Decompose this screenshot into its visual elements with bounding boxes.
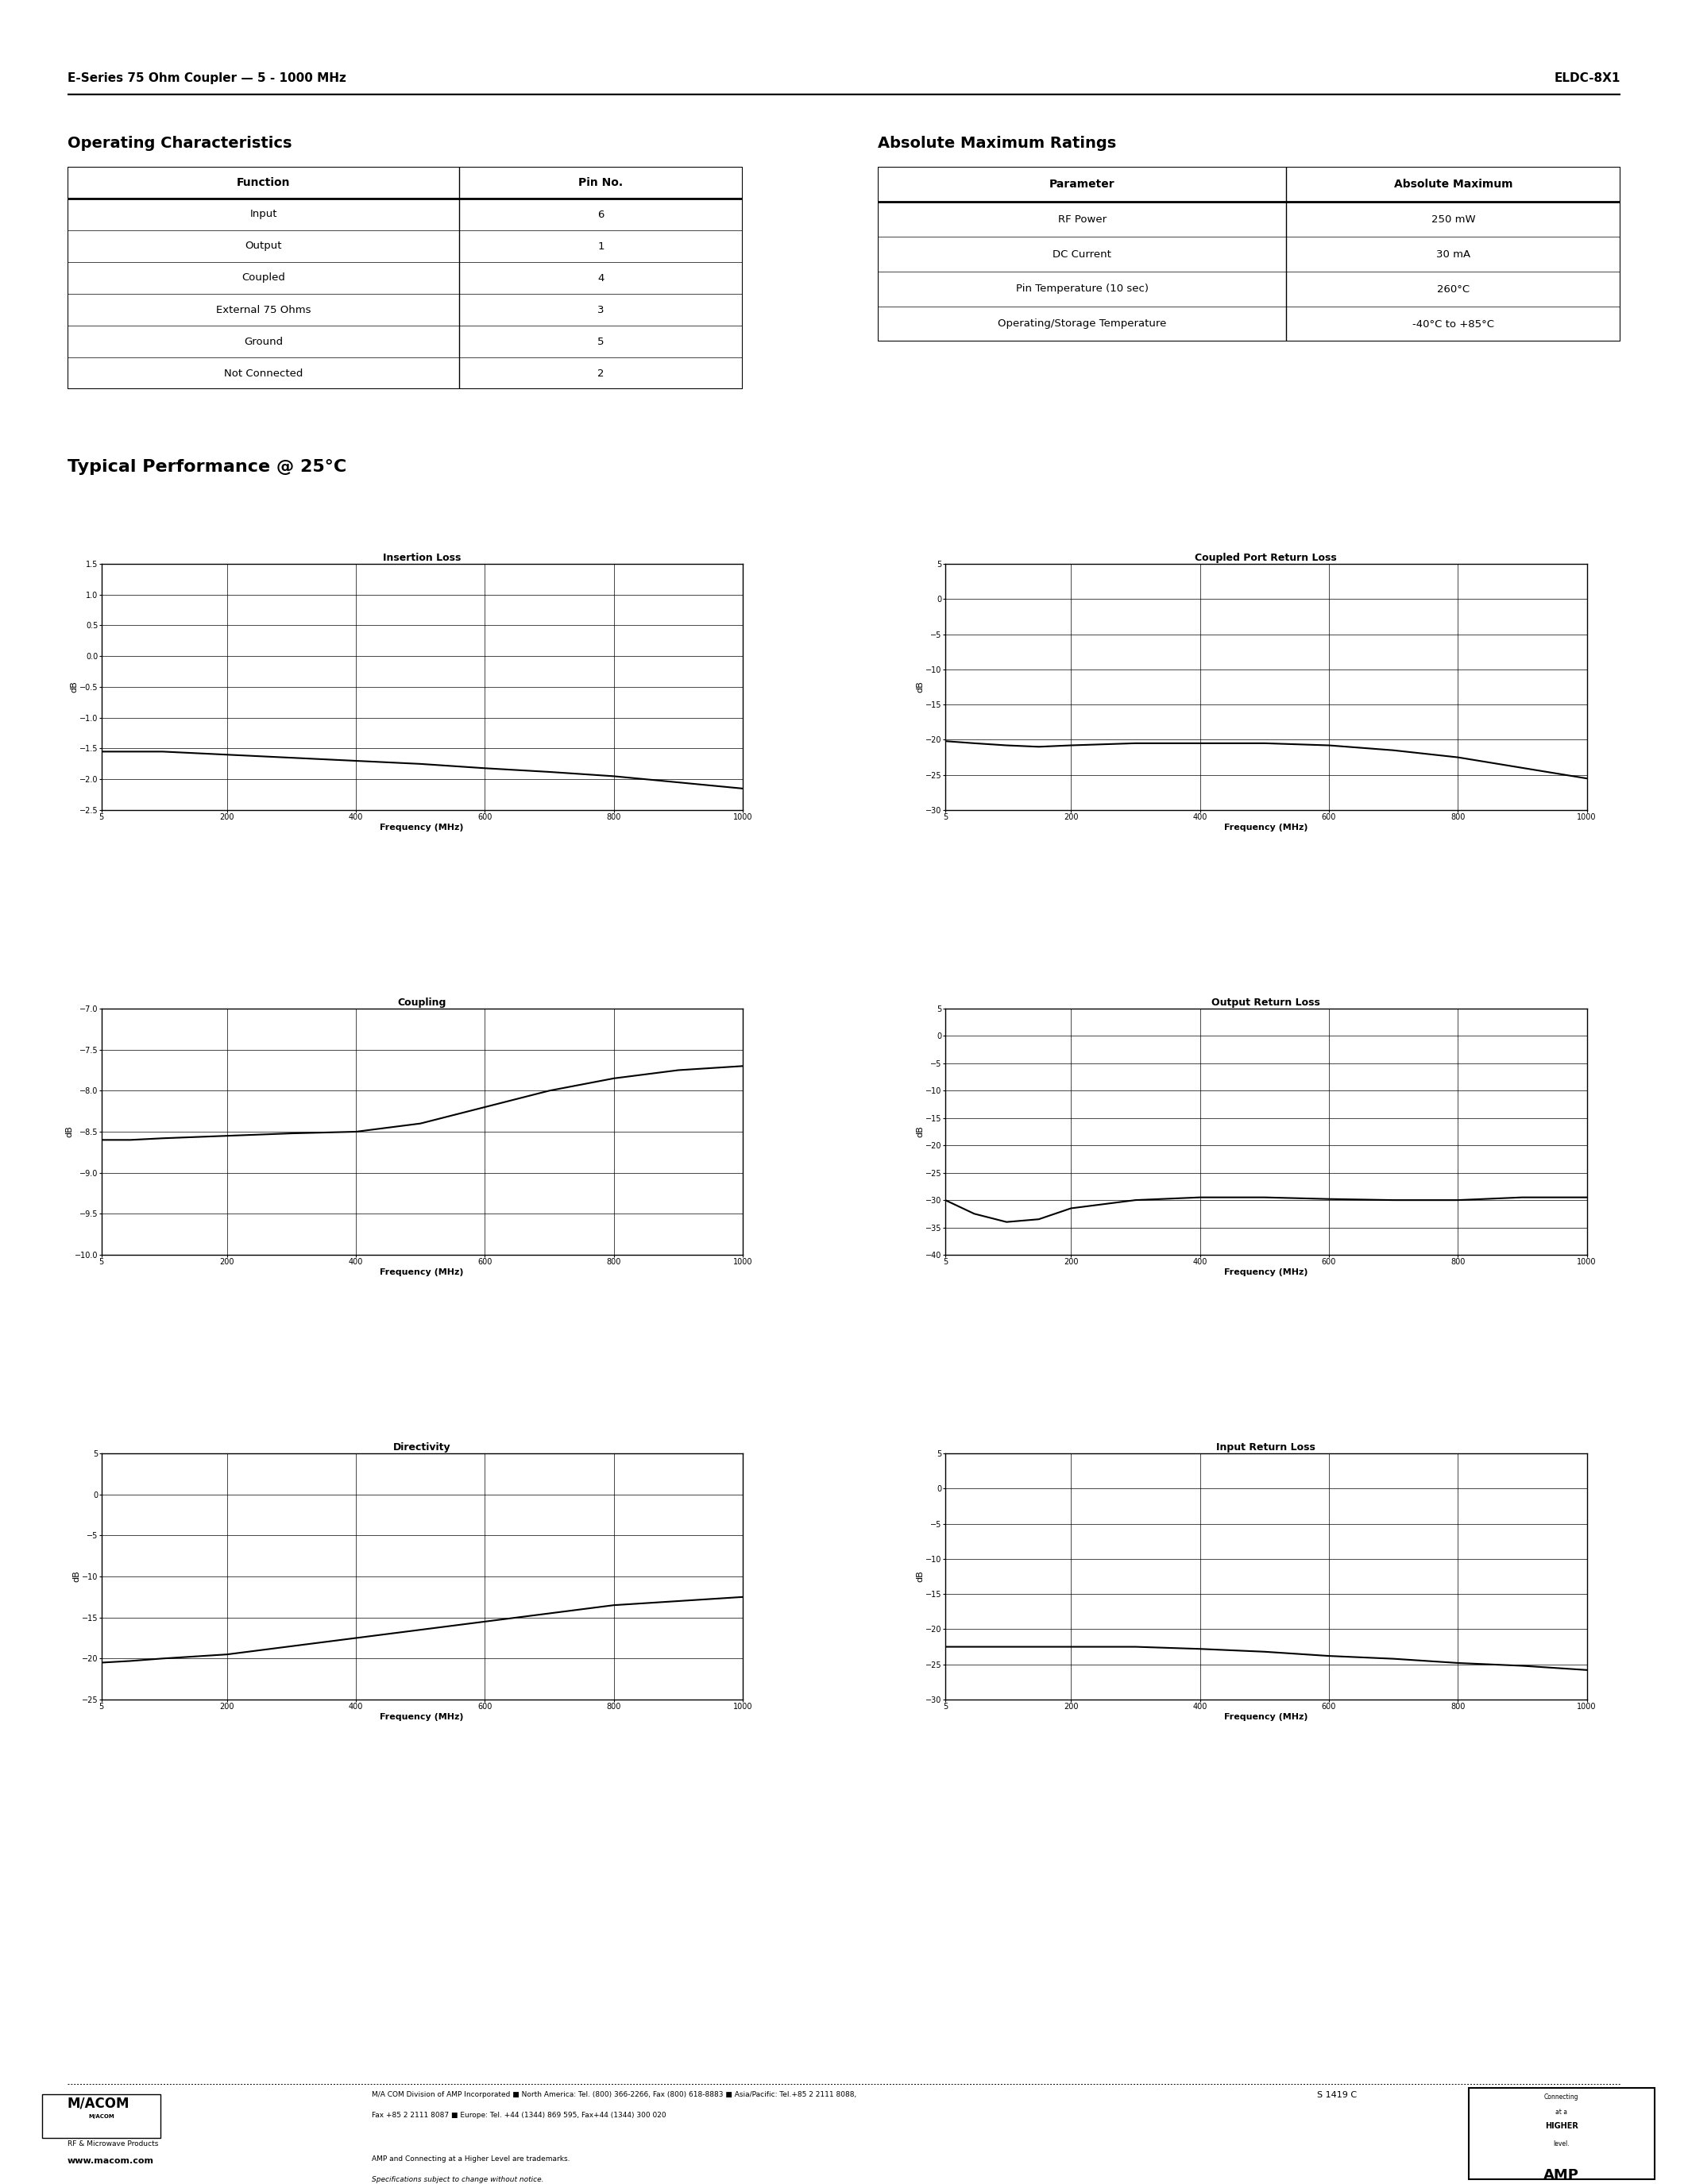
Text: Operating Characteristics: Operating Characteristics <box>68 135 292 151</box>
Text: E-Series 75 Ohm Coupler — 5 - 1000 MHz: E-Series 75 Ohm Coupler — 5 - 1000 MHz <box>68 72 346 85</box>
Text: Input: Input <box>250 210 277 221</box>
Text: 4: 4 <box>598 273 604 284</box>
X-axis label: Frequency (MHz): Frequency (MHz) <box>1224 823 1308 832</box>
Text: Pin Temperature (10 sec): Pin Temperature (10 sec) <box>1016 284 1148 295</box>
Text: 1: 1 <box>598 240 604 251</box>
Text: 260°C: 260°C <box>1436 284 1470 295</box>
Text: Specifications subject to change without notice.: Specifications subject to change without… <box>371 2175 544 2182</box>
Y-axis label: dB: dB <box>73 1570 81 1581</box>
Title: Input Return Loss: Input Return Loss <box>1217 1441 1315 1452</box>
Text: Operating/Storage Temperature: Operating/Storage Temperature <box>998 319 1166 330</box>
Text: M/ACOM: M/ACOM <box>68 2097 130 2110</box>
Text: HIGHER: HIGHER <box>1545 2123 1578 2129</box>
Text: 250 mW: 250 mW <box>1431 214 1475 225</box>
Text: AMP: AMP <box>1543 2169 1580 2182</box>
Text: Absolute Maximum Ratings: Absolute Maximum Ratings <box>878 135 1116 151</box>
Title: Coupled Port Return Loss: Coupled Port Return Loss <box>1195 553 1337 563</box>
Text: S 1419 C: S 1419 C <box>1317 2090 1357 2099</box>
Text: External 75 Ohms: External 75 Ohms <box>216 304 311 314</box>
Y-axis label: dB: dB <box>917 1570 925 1581</box>
Y-axis label: dB: dB <box>71 681 78 692</box>
Title: Output Return Loss: Output Return Loss <box>1212 998 1320 1007</box>
X-axis label: Frequency (MHz): Frequency (MHz) <box>380 1712 464 1721</box>
Text: AMP and Connecting at a Higher Level are trademarks.: AMP and Connecting at a Higher Level are… <box>371 2156 569 2162</box>
Text: Connecting: Connecting <box>1545 2092 1578 2101</box>
Title: Coupling: Coupling <box>398 998 446 1007</box>
Text: ELDC-8X1: ELDC-8X1 <box>1555 72 1620 85</box>
Text: Output: Output <box>245 240 282 251</box>
Text: 30 mA: 30 mA <box>1436 249 1470 260</box>
Text: www.macom.com: www.macom.com <box>68 2158 154 2164</box>
Text: RF & Microwave Products: RF & Microwave Products <box>68 2140 159 2147</box>
Text: Typical Performance @ 25°C: Typical Performance @ 25°C <box>68 459 346 474</box>
Text: 5: 5 <box>598 336 604 347</box>
Text: Ground: Ground <box>243 336 284 347</box>
Y-axis label: dB: dB <box>917 1127 925 1138</box>
Text: Function: Function <box>236 177 290 188</box>
Text: Pin No.: Pin No. <box>579 177 623 188</box>
Text: Absolute Maximum: Absolute Maximum <box>1394 179 1512 190</box>
Text: Fax +85 2 2111 8087 ■ Europe: Tel. +44 (1344) 869 595, Fax+44 (1344) 300 020: Fax +85 2 2111 8087 ■ Europe: Tel. +44 (… <box>371 2112 665 2118</box>
Text: level.: level. <box>1553 2140 1570 2147</box>
Text: Coupled: Coupled <box>241 273 285 284</box>
Bar <box>42 2094 160 2138</box>
Text: DC Current: DC Current <box>1053 249 1111 260</box>
Text: 2: 2 <box>598 369 604 378</box>
Text: M/A COM Division of AMP Incorporated ■ North America: Tel. (800) 366-2266, Fax (: M/A COM Division of AMP Incorporated ■ N… <box>371 2090 856 2099</box>
Text: RF Power: RF Power <box>1058 214 1106 225</box>
Text: M/ACOM: M/ACOM <box>88 2114 115 2118</box>
Text: at a: at a <box>1555 2108 1568 2116</box>
Text: 3: 3 <box>598 304 604 314</box>
Text: 6: 6 <box>598 210 604 221</box>
Bar <box>1469 2088 1654 2180</box>
Y-axis label: dB: dB <box>917 681 925 692</box>
X-axis label: Frequency (MHz): Frequency (MHz) <box>1224 1269 1308 1275</box>
X-axis label: Frequency (MHz): Frequency (MHz) <box>1224 1712 1308 1721</box>
X-axis label: Frequency (MHz): Frequency (MHz) <box>380 823 464 832</box>
X-axis label: Frequency (MHz): Frequency (MHz) <box>380 1269 464 1275</box>
Text: -40°C to +85°C: -40°C to +85°C <box>1413 319 1494 330</box>
Text: Not Connected: Not Connected <box>225 369 302 378</box>
Title: Directivity: Directivity <box>393 1441 451 1452</box>
Y-axis label: dB: dB <box>66 1127 74 1138</box>
Title: Insertion Loss: Insertion Loss <box>383 553 461 563</box>
Text: Parameter: Parameter <box>1050 179 1114 190</box>
